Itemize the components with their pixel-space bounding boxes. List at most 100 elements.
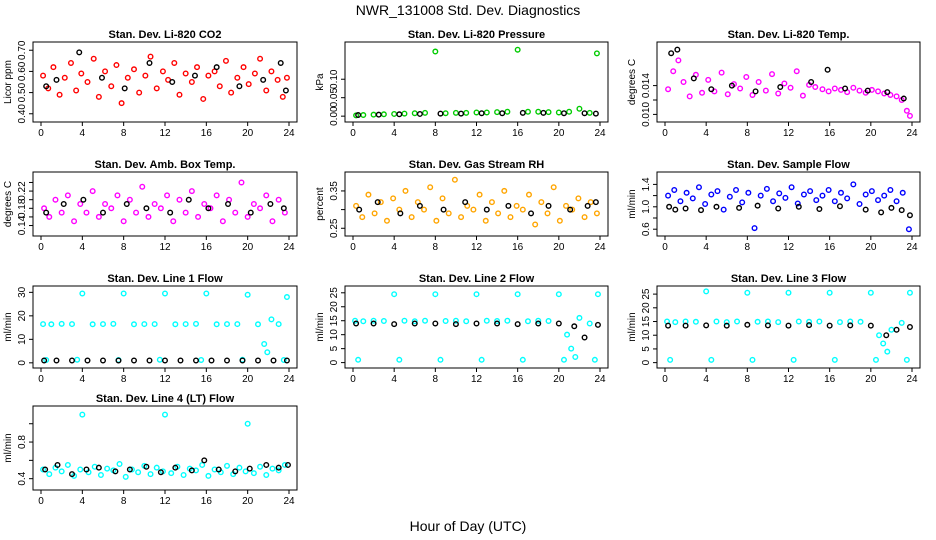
data-point xyxy=(483,109,490,116)
data-point xyxy=(686,93,693,100)
data-point xyxy=(60,200,67,207)
data-point xyxy=(442,317,449,324)
data-point xyxy=(370,111,377,118)
data-point xyxy=(80,196,87,203)
data-point xyxy=(883,332,890,339)
data-point xyxy=(837,189,844,196)
data-point xyxy=(79,290,86,297)
x-tick-label: 12 xyxy=(159,128,171,139)
data-point xyxy=(755,78,762,85)
x-tick-label: 12 xyxy=(783,128,795,139)
data-point xyxy=(836,319,843,326)
data-point xyxy=(274,76,281,83)
data-point xyxy=(581,110,588,117)
data-point xyxy=(819,192,826,199)
data-point xyxy=(795,318,802,325)
x-tick-label: 16 xyxy=(824,128,836,139)
data-point xyxy=(46,213,53,220)
data-point xyxy=(458,110,465,117)
x-tick-label: 4 xyxy=(391,242,397,253)
data-point xyxy=(370,317,377,324)
data-point xyxy=(95,213,102,220)
data-point xyxy=(411,110,418,117)
data-point xyxy=(439,195,446,202)
data-point xyxy=(720,206,727,213)
data-point xyxy=(462,199,469,206)
data-point xyxy=(713,318,720,325)
data-point xyxy=(872,356,879,363)
data-point xyxy=(198,357,205,364)
x-tick-label: 8 xyxy=(121,128,127,139)
x-tick-label: 0 xyxy=(662,128,668,139)
x-tick-label: 12 xyxy=(471,242,483,253)
data-point xyxy=(881,192,888,199)
data-point xyxy=(68,471,75,478)
x-tick-label: 24 xyxy=(283,496,295,507)
x-tick-label: 8 xyxy=(745,242,751,253)
data-point xyxy=(71,218,78,225)
data-point xyxy=(437,110,444,117)
data-point xyxy=(52,196,59,203)
data-point xyxy=(244,420,251,427)
data-point xyxy=(782,194,789,201)
data-point xyxy=(893,198,900,205)
data-point xyxy=(365,191,372,198)
data-point xyxy=(267,200,274,207)
data-point xyxy=(532,221,539,228)
x-tick-label: 16 xyxy=(512,128,524,139)
data-point xyxy=(213,192,220,199)
data-point xyxy=(172,464,179,471)
data-point xyxy=(147,471,154,478)
data-point xyxy=(236,464,243,471)
y-tick-label: 25 xyxy=(641,288,652,300)
data-point xyxy=(581,334,588,341)
data-point xyxy=(283,294,290,301)
data-point xyxy=(411,320,418,327)
y-tick-label: 0.50 xyxy=(17,82,28,102)
data-point xyxy=(283,74,290,81)
x-tick-label: 8 xyxy=(121,496,127,507)
data-point xyxy=(672,206,679,213)
data-point xyxy=(143,205,150,212)
data-point xyxy=(145,213,152,220)
data-point xyxy=(666,203,673,210)
panels: Stan. Dev. Li-820 CO2 Licor ppm 0 4 8 12 16 20 2… xyxy=(3,29,921,507)
panel-10: Stan. Dev. Line 4 (LT) Flow ml/min 0 4 8 12 16… xyxy=(3,393,298,507)
data-point xyxy=(432,48,439,55)
x-tick-label: 16 xyxy=(512,374,524,385)
data-point xyxy=(495,210,502,217)
x-tick-label: 12 xyxy=(159,242,171,253)
x-tick-label: 4 xyxy=(703,374,709,385)
y-tick-label: 25 xyxy=(329,287,340,299)
series-1 xyxy=(41,179,288,225)
data-point xyxy=(251,70,258,77)
data-point xyxy=(421,206,428,213)
x-tick-label: 8 xyxy=(745,374,751,385)
y-tick-label: 0 xyxy=(17,360,28,366)
data-point xyxy=(89,188,96,195)
data-point xyxy=(225,200,232,207)
data-point xyxy=(836,203,843,210)
data-point xyxy=(359,214,366,221)
data-point xyxy=(360,112,367,119)
data-point xyxy=(535,108,542,115)
data-point xyxy=(377,199,384,206)
series-2 xyxy=(43,49,289,94)
panel-1: Stan. Dev. Li-820 CO2 Licor ppm 0 4 8 12 16 20 2… xyxy=(3,29,298,139)
data-point xyxy=(501,187,508,194)
y-tick-label: 0.35 xyxy=(329,181,340,201)
data-point xyxy=(898,207,905,214)
x-tick-label: 0 xyxy=(350,374,356,385)
y-tick-label: 0.00 xyxy=(329,106,340,126)
data-point xyxy=(463,318,470,325)
y-tick-label: 0 xyxy=(641,359,652,365)
data-point xyxy=(161,357,168,364)
data-point xyxy=(670,68,677,75)
data-point xyxy=(831,198,838,205)
data-point xyxy=(862,206,869,213)
data-point xyxy=(238,179,245,186)
data-point xyxy=(566,108,573,115)
data-point xyxy=(900,95,907,102)
data-point xyxy=(514,291,521,298)
data-point xyxy=(116,461,123,468)
